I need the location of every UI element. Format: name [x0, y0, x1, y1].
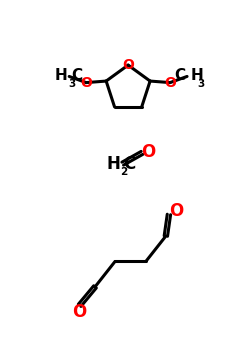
Text: 3: 3	[68, 79, 76, 89]
Text: O: O	[122, 58, 134, 72]
Text: H: H	[191, 68, 204, 83]
Text: O: O	[169, 202, 183, 220]
Text: H: H	[55, 68, 68, 83]
Text: C: C	[72, 68, 83, 83]
Text: O: O	[80, 76, 92, 90]
Text: 2: 2	[120, 167, 128, 177]
Text: C: C	[124, 155, 136, 173]
Text: H: H	[106, 155, 120, 173]
Text: O: O	[141, 143, 155, 161]
Text: C: C	[174, 68, 186, 83]
Text: 3: 3	[197, 79, 204, 89]
Text: O: O	[164, 76, 176, 90]
Text: O: O	[72, 303, 86, 321]
